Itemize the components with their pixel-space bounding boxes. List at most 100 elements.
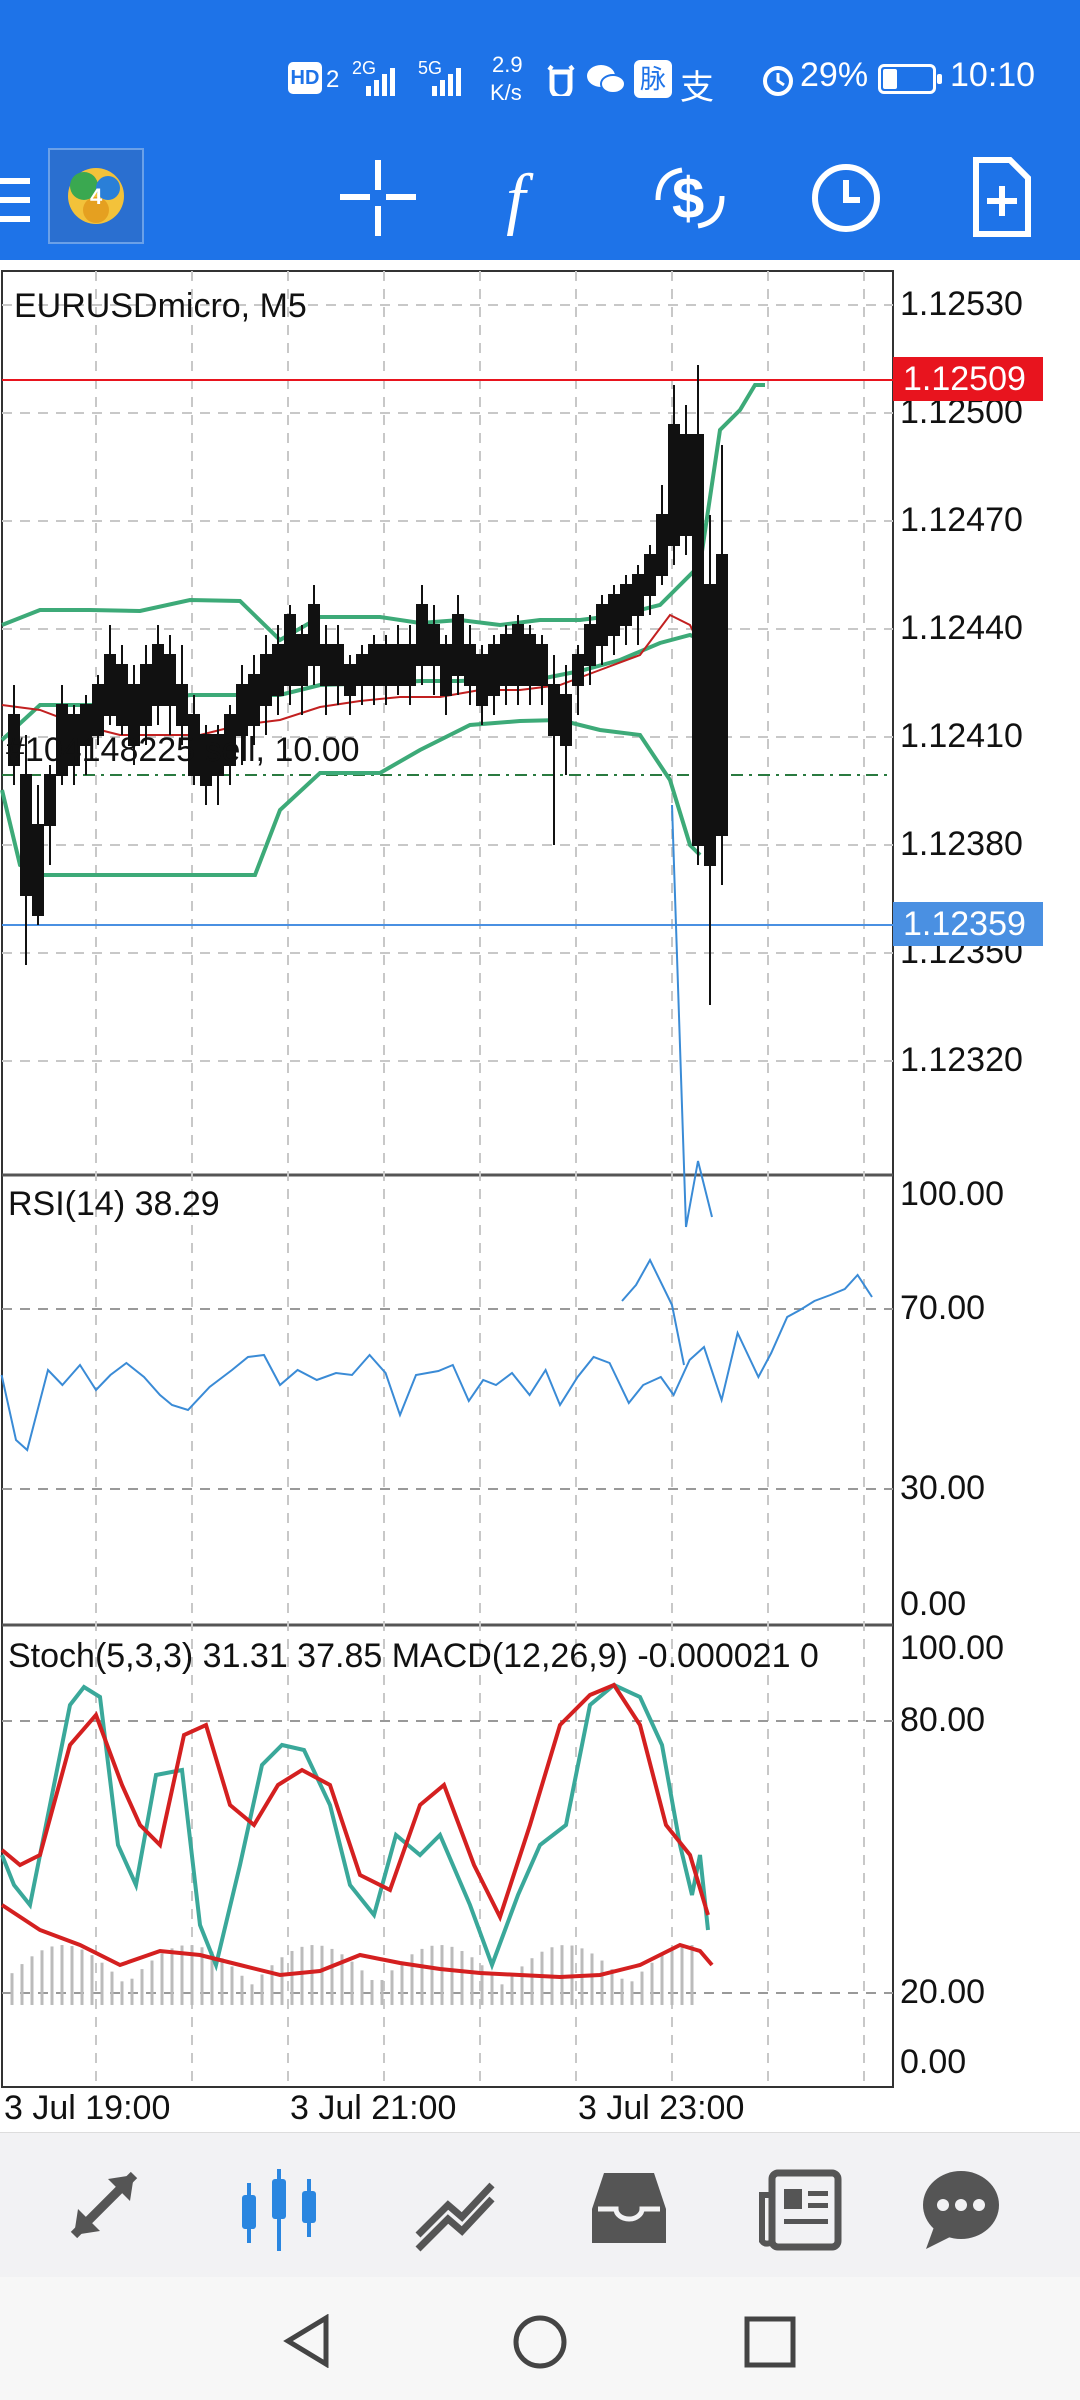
- candle-body: [116, 664, 128, 726]
- battery-percent: 29%: [800, 56, 869, 94]
- svg-text:f: f: [506, 161, 534, 236]
- candle-body: [404, 644, 416, 686]
- trade-icon[interactable]: $: [650, 160, 730, 236]
- stoch-tick: 0.00: [900, 2043, 967, 2081]
- candle-body: [164, 654, 176, 706]
- chat-icon[interactable]: [916, 2165, 1006, 2255]
- wechat-icon: [587, 65, 626, 94]
- new-document-icon[interactable]: [972, 156, 1032, 238]
- ask-price-tag: 1.12359: [893, 902, 1043, 946]
- candle-body: [668, 424, 680, 546]
- system-nav: [0, 2277, 1080, 2400]
- recents-icon[interactable]: [744, 2316, 796, 2368]
- network-speed-value: 2.9: [492, 52, 523, 77]
- candle-body: [644, 554, 656, 596]
- candle-body: [656, 514, 668, 576]
- candle-body: [512, 624, 524, 686]
- stoch-label: Stoch(5,3,3) 31.31 37.85 MACD(12,26,9) -…: [8, 1637, 819, 1675]
- candle-body: [416, 604, 428, 666]
- candle-body: [104, 654, 116, 716]
- rsi-plot: [0, 804, 873, 1452]
- chart-icon[interactable]: [236, 2165, 326, 2255]
- rsi-line-tail: [621, 1257, 685, 1366]
- stoch-tick: 100.00: [900, 1629, 1004, 1667]
- candle-body: [596, 604, 608, 646]
- candle-body: [452, 614, 464, 676]
- hd-badge: HD: [288, 62, 322, 94]
- quotes-icon[interactable]: [64, 2165, 154, 2255]
- stoch-k-line: [0, 1682, 710, 1972]
- candle-body: [368, 644, 380, 686]
- clock-icon[interactable]: [808, 160, 884, 236]
- bottom-nav: [0, 2132, 1080, 2277]
- stoch-tick: 80.00: [900, 1701, 986, 1739]
- candle-body: [8, 714, 20, 766]
- stoch-tick: 20.00: [900, 1973, 986, 2011]
- candle-body: [608, 594, 620, 636]
- candle-body: [560, 694, 572, 746]
- candle-body: [260, 654, 272, 706]
- rsi-tick: 70.00: [900, 1289, 986, 1327]
- menu-icon[interactable]: [0, 178, 30, 224]
- alarm-bell-icon: [547, 64, 575, 96]
- chart-area[interactable]: EURUSDmicro, M5 #104148225 sell, 10.00 1…: [0, 265, 1080, 2127]
- candle-body: [344, 664, 356, 696]
- toolbar: 4 f $: [0, 140, 1080, 260]
- candle-body: [308, 604, 320, 666]
- app-badge-1: 脉: [634, 60, 672, 98]
- trade-nav-icon[interactable]: [412, 2165, 502, 2255]
- news-icon[interactable]: [756, 2165, 846, 2255]
- crosshair-icon[interactable]: [340, 160, 416, 236]
- rsi-label: RSI(14) 38.29: [8, 1185, 220, 1223]
- candle-body: [176, 684, 188, 726]
- order-label[interactable]: #104148225 sell, 10.00: [6, 731, 360, 769]
- candle-body: [380, 644, 392, 686]
- candle-body: [440, 644, 452, 696]
- rsi-tick: 100.00: [900, 1175, 1004, 1213]
- candle-body: [524, 634, 536, 686]
- candle-body: [272, 644, 284, 696]
- symbol-label: EURUSDmicro, M5: [14, 287, 307, 325]
- candle-body: [632, 574, 644, 616]
- bid-price-tag: 1.12509: [893, 357, 1043, 401]
- candle-body: [200, 734, 212, 786]
- price-plot: [0, 365, 893, 1005]
- candle-body: [248, 674, 260, 726]
- signal-icon-1: [366, 68, 395, 96]
- home-icon[interactable]: [512, 2314, 568, 2370]
- candle-body: [188, 714, 200, 776]
- price-tick: 1.12530: [900, 285, 1023, 323]
- candle-body: [92, 684, 104, 736]
- candle-body: [548, 684, 560, 736]
- candle-body: [152, 644, 164, 706]
- svg-text:$: $: [672, 166, 704, 231]
- candle-body: [716, 554, 728, 836]
- candle-body: [536, 644, 548, 686]
- candle-body: [488, 644, 500, 696]
- network-speed-unit: K/s: [490, 80, 522, 105]
- battery-icon: [878, 64, 942, 94]
- function-icon[interactable]: f: [500, 160, 560, 236]
- candle-body: [464, 644, 476, 686]
- candle-body: [68, 714, 80, 766]
- back-icon[interactable]: [282, 2314, 334, 2368]
- hd-sub: 2: [326, 66, 340, 93]
- app-badge-2: 支: [680, 69, 714, 107]
- candle-body: [296, 634, 308, 686]
- candle-body: [476, 654, 488, 706]
- rsi-tick: 0.00: [900, 1585, 967, 1623]
- candle-body: [80, 704, 92, 746]
- candle-body: [584, 624, 596, 666]
- price-tick: 1.12440: [900, 609, 1023, 647]
- app-logo[interactable]: 4: [48, 148, 144, 244]
- time-tick: 3 Jul 19:00: [4, 2089, 171, 2127]
- history-icon[interactable]: [584, 2165, 674, 2255]
- candle-body: [500, 634, 512, 686]
- candle-body: [236, 684, 248, 736]
- candle-body: [620, 584, 632, 626]
- candle-body: [392, 644, 404, 686]
- candle-body: [356, 654, 368, 686]
- chart-canvas[interactable]: [0, 265, 1080, 2125]
- candle-body: [20, 774, 32, 896]
- macd-signal-line: [0, 1903, 714, 1980]
